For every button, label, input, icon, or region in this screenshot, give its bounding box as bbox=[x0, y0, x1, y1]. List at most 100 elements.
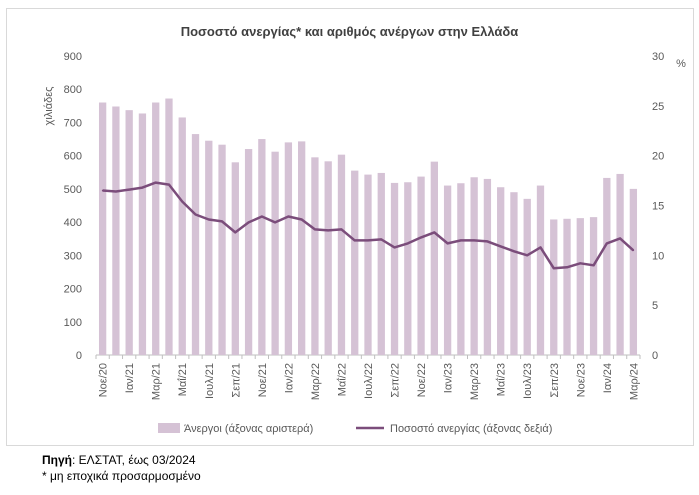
bar-unemployed bbox=[258, 139, 266, 355]
line-point bbox=[115, 190, 117, 193]
bar-unemployed bbox=[430, 161, 438, 355]
bar-unemployed bbox=[536, 185, 545, 355]
line-point bbox=[194, 213, 197, 216]
x-tick-label: Σεπ/23 bbox=[549, 363, 561, 398]
line-point bbox=[221, 220, 223, 223]
line-point bbox=[499, 245, 502, 248]
bar-unemployed bbox=[271, 151, 279, 355]
bar-unemployed bbox=[191, 134, 200, 355]
y-left-tick-label: 800 bbox=[64, 84, 82, 96]
line-point bbox=[300, 218, 303, 221]
y-left-tick-label: 600 bbox=[64, 151, 82, 163]
bar-unemployed bbox=[138, 113, 147, 355]
x-tick-label: Μαρ/24 bbox=[628, 363, 640, 400]
line-point bbox=[181, 200, 184, 203]
line-point bbox=[367, 239, 369, 242]
x-tick-label: Ιουλ/23 bbox=[522, 363, 534, 399]
bar-unemployed bbox=[165, 98, 173, 355]
bar-unemployed bbox=[563, 218, 571, 355]
bar-unemployed bbox=[178, 117, 186, 355]
bar-unemployed bbox=[244, 149, 253, 355]
line-point bbox=[168, 183, 170, 186]
line-point bbox=[606, 242, 608, 245]
line-point bbox=[234, 231, 237, 234]
y-left-tick-label: 300 bbox=[64, 250, 82, 262]
source-note: Πηγή: ΕΛΣΤΑΤ, έως 03/2024 * μη εποχικά π… bbox=[42, 452, 201, 484]
x-tick-label: Ιαν/22 bbox=[283, 363, 295, 393]
y-left-tick-label: 700 bbox=[64, 117, 82, 129]
x-tick-label: Νοε/23 bbox=[575, 363, 587, 397]
x-tick-label: Νοε/21 bbox=[257, 363, 269, 397]
line-point bbox=[552, 267, 555, 270]
line-point bbox=[473, 239, 475, 242]
bar-unemployed bbox=[337, 154, 346, 355]
bar-unemployed bbox=[351, 170, 359, 355]
bar-unemployed bbox=[483, 178, 492, 355]
x-tick-label: Νοε/22 bbox=[416, 363, 428, 397]
x-tick-label: Ιαν/23 bbox=[443, 363, 455, 393]
bar-unemployed bbox=[298, 141, 306, 355]
x-tick-label: Ιαν/21 bbox=[124, 363, 136, 393]
chart-title: Ποσοστό ανεργίας* και αριθμός ανέργων στ… bbox=[180, 24, 519, 39]
x-tick-label: Μαρ/22 bbox=[310, 363, 322, 400]
y-left-axis-label: χιλιάδες bbox=[43, 87, 55, 126]
y-right-tick-label: 30 bbox=[652, 51, 664, 63]
line-point bbox=[420, 236, 422, 239]
line-point bbox=[526, 254, 529, 257]
bar-unemployed bbox=[443, 185, 452, 355]
bar-unemployed bbox=[218, 144, 226, 355]
line-point bbox=[261, 215, 263, 218]
y-right-axis-label: % bbox=[676, 58, 686, 70]
y-left-tick-label: 400 bbox=[64, 217, 82, 229]
y-right-tick-label: 15 bbox=[652, 201, 664, 213]
bar-unemployed bbox=[112, 106, 120, 356]
bar-unemployed bbox=[324, 161, 332, 355]
bar-unemployed bbox=[377, 172, 385, 355]
x-tick-label: Σεπ/22 bbox=[390, 363, 402, 398]
bar-unemployed bbox=[550, 219, 558, 355]
y-right-tick-label: 5 bbox=[652, 300, 658, 312]
line-point bbox=[632, 249, 635, 252]
y-left-tick-label: 900 bbox=[64, 51, 82, 63]
chart-frame bbox=[6, 8, 694, 446]
line-point bbox=[460, 239, 462, 242]
bar-unemployed bbox=[457, 183, 465, 355]
legend-label-line: Ποσοστό ανεργίας (άξονας δεξιά) bbox=[390, 423, 552, 435]
x-tick-label: Μαρ/21 bbox=[151, 363, 163, 400]
line-point bbox=[141, 186, 144, 189]
y-right-tick-label: 25 bbox=[652, 101, 664, 113]
line-point bbox=[128, 188, 130, 191]
line-point bbox=[207, 218, 210, 221]
bar-unemployed bbox=[470, 177, 478, 355]
line-point bbox=[353, 239, 356, 242]
y-left-tick-label: 200 bbox=[64, 284, 82, 296]
bar-unemployed bbox=[417, 176, 425, 355]
y-left-tick-label: 500 bbox=[64, 184, 82, 196]
bar-unemployed bbox=[231, 162, 239, 355]
bar-unemployed bbox=[589, 217, 598, 355]
source-text: : ΕΛΣΤΑΤ, έως 03/2024 bbox=[72, 453, 196, 467]
line-point bbox=[486, 240, 489, 243]
bar-unemployed bbox=[603, 177, 611, 355]
bar-unemployed bbox=[510, 192, 518, 355]
line-point bbox=[592, 264, 595, 267]
legend-label-bar: Άνεργοι (άξονας αριστερά) bbox=[184, 423, 313, 435]
bar-unemployed bbox=[629, 188, 638, 355]
x-tick-label: Μαΐ/23 bbox=[496, 363, 508, 396]
line-point bbox=[340, 228, 343, 231]
bar-unemployed bbox=[390, 182, 399, 355]
bar-unemployed bbox=[364, 174, 372, 355]
line-point bbox=[287, 215, 290, 218]
line-point bbox=[393, 246, 396, 249]
bar-unemployed bbox=[311, 157, 319, 355]
x-tick-label: Μαΐ/21 bbox=[177, 363, 189, 396]
line-point bbox=[327, 229, 329, 232]
line-point bbox=[314, 228, 316, 231]
y-right-tick-label: 10 bbox=[652, 250, 664, 262]
line-point bbox=[274, 221, 276, 224]
bar-unemployed bbox=[125, 110, 133, 355]
line-point bbox=[566, 266, 568, 269]
line-point bbox=[579, 262, 582, 265]
y-left-tick-label: 100 bbox=[64, 317, 82, 329]
bar-unemployed bbox=[497, 187, 505, 355]
